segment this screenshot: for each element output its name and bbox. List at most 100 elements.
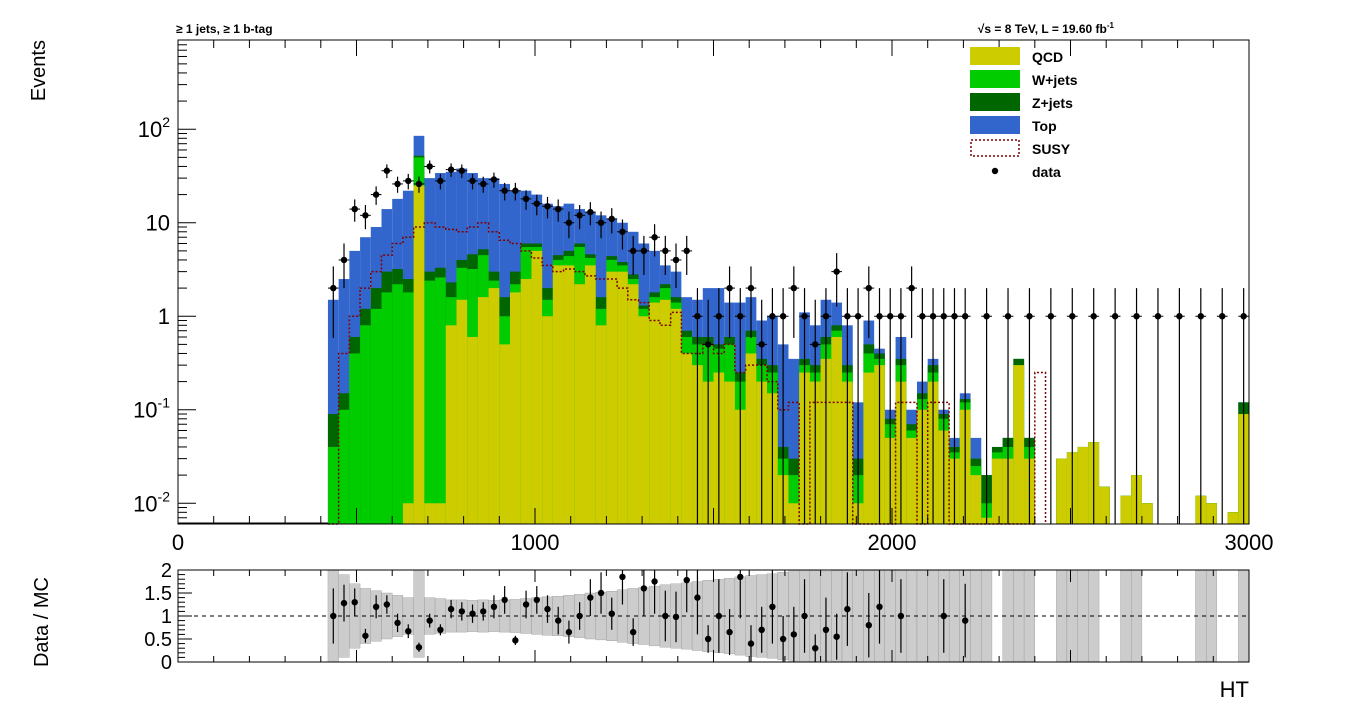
ratio-point (330, 612, 337, 620)
data-point (480, 180, 487, 188)
x-tick-label: 0 (172, 530, 184, 555)
ratio-points (330, 570, 969, 662)
data-point (522, 195, 530, 203)
data-point (555, 205, 562, 213)
data-point (351, 205, 358, 213)
qcd-bar (435, 503, 446, 524)
ratio-point (522, 601, 530, 608)
wjets-bar (392, 284, 403, 524)
ratio-point (844, 605, 851, 613)
legend-swatch (970, 93, 1020, 111)
ratio-point (629, 628, 637, 636)
data-point (919, 313, 926, 320)
ratio-point (769, 603, 776, 610)
ratio-point (961, 617, 969, 624)
ratio-y-axis-title: Data / MC (31, 577, 53, 667)
wjets-bar (360, 325, 371, 524)
x-axis-title: HT (1220, 677, 1249, 702)
ratio-point (415, 644, 423, 651)
ratio-point (758, 626, 765, 633)
data-point (340, 256, 348, 264)
data-point (447, 166, 455, 173)
qcd-bar (520, 279, 532, 524)
data-point (812, 341, 819, 348)
ratio-point (672, 613, 680, 621)
ratio-point (833, 633, 840, 640)
data-point (437, 177, 444, 185)
data-point (1111, 313, 1119, 320)
wjets-bar (370, 308, 382, 524)
qcd-bar (1206, 503, 1217, 524)
data-point (1154, 313, 1162, 320)
qcd-bar (991, 458, 1003, 524)
legend-swatch (970, 70, 1020, 88)
ratio-point (640, 585, 648, 592)
data-point (822, 313, 830, 320)
qcd-bar (906, 437, 917, 524)
qcd-bar (1056, 458, 1067, 524)
wjets-bar (338, 409, 350, 524)
data-point (619, 228, 626, 235)
qcd-bar (456, 299, 468, 524)
y-tick-exponent: -2 (158, 488, 171, 504)
ratio-point (737, 573, 744, 581)
data-point (961, 313, 969, 320)
legend-label: data (1032, 164, 1061, 180)
data-point (372, 191, 380, 198)
data-point (405, 177, 412, 185)
ratio-point (683, 576, 690, 584)
ratio-point (876, 603, 883, 610)
y-tick-base: 10 (138, 117, 162, 142)
susy-histogram (327, 221, 1047, 525)
x-tick-label: 2000 (868, 530, 917, 555)
y-tick-label: 10-2 (133, 488, 170, 516)
wjets-bar (381, 292, 393, 524)
data-point (1004, 313, 1012, 320)
qcd-bar (584, 265, 596, 524)
legend-entry: SUSY (970, 139, 1071, 157)
qcd-bar (1120, 495, 1132, 524)
data-point (683, 247, 690, 255)
ratio-point (790, 631, 798, 638)
ratio-point (501, 596, 508, 604)
qcd-bar (402, 503, 414, 524)
data-point (908, 284, 915, 292)
ratio-point (372, 603, 380, 610)
data-point (394, 180, 401, 188)
legend-entry: data (991, 164, 1061, 180)
data-point (544, 203, 551, 210)
qcd-bar (681, 353, 693, 524)
top-bar (327, 299, 339, 524)
data-point (608, 215, 615, 223)
ratio-point (694, 594, 701, 601)
qcd-bar (467, 336, 478, 524)
ratio-point (619, 573, 626, 581)
qcd-bar (563, 265, 575, 524)
ratio-point (651, 578, 658, 585)
y-tick-exponent: -1 (158, 395, 171, 411)
qcd-bar (552, 265, 564, 524)
data-point (565, 219, 573, 226)
data-point (833, 268, 840, 275)
data-point (983, 313, 990, 320)
energy-lumi-label: √s = 8 TeV, L = 19.60 fb-1 (978, 21, 1115, 36)
data-point (1026, 313, 1033, 320)
ratio-point (405, 627, 412, 635)
y-tick-label: 10-1 (133, 395, 170, 423)
qcd-bar (574, 284, 585, 524)
data-point (426, 163, 433, 170)
qcd-bar (863, 372, 875, 524)
legend-label: W+jets (1032, 72, 1078, 88)
data-point (951, 313, 958, 320)
data-point (415, 180, 423, 188)
ratio-y-tick-label: 0.5 (144, 629, 172, 651)
y-tick-base: 10 (133, 491, 157, 516)
data-point (1197, 313, 1205, 320)
qcd-bar (627, 284, 639, 524)
qcd-bar (1141, 503, 1153, 524)
data-point (576, 212, 583, 219)
wjets-bar (402, 292, 414, 524)
x-tick-label: 3000 (1225, 530, 1274, 555)
y-tick-label: 10 (146, 211, 170, 236)
ratio-point (426, 617, 433, 624)
